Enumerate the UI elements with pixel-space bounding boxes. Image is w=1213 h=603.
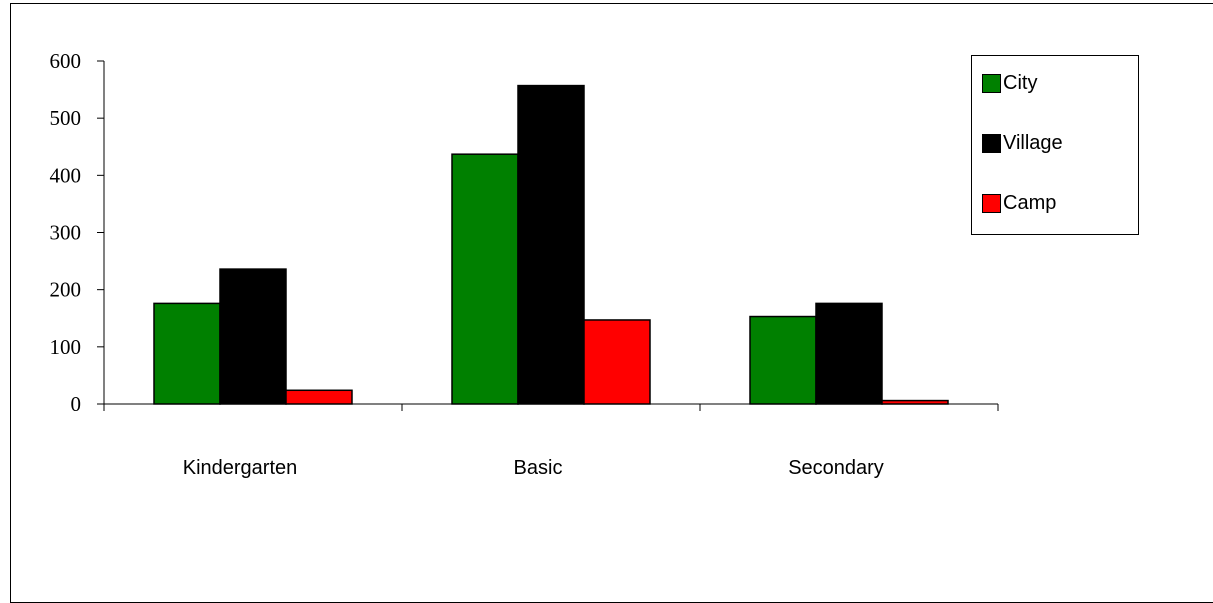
legend-item-camp: Camp	[982, 191, 1056, 215]
chart-bars	[153, 84, 949, 405]
bar-city-kindergarten	[153, 302, 221, 405]
y-tick-label: 200	[50, 278, 82, 302]
bar-chart: 0 100 200 300 400 500 600 Kindergarten Basic Sec…	[50, 49, 999, 479]
legend: City Village Camp	[971, 55, 1139, 235]
bar-camp-basic	[583, 319, 651, 405]
y-tick-label: 100	[50, 335, 82, 359]
bar-city-basic	[451, 153, 519, 405]
legend-swatch-camp	[982, 193, 1001, 213]
y-tick-label: 400	[50, 163, 82, 187]
y-tick-label: 600	[50, 49, 82, 73]
bar-village-kindergarten	[219, 268, 287, 405]
legend-label-camp: Camp	[1003, 191, 1057, 214]
legend-item-city: City	[982, 71, 1037, 95]
legend-label-village: Village	[1003, 131, 1063, 154]
bar-city-secondary	[749, 315, 817, 405]
bar-village-basic	[517, 84, 585, 405]
bar-village-secondary	[815, 302, 883, 405]
legend-swatch-village	[982, 133, 1001, 153]
legend-swatch-city	[982, 73, 1001, 93]
y-tick-label: 0	[71, 392, 82, 416]
x-axis-labels: Kindergarten Basic Secondary	[183, 457, 884, 479]
y-axis-ticks: 0 100 200 300 400 500 600	[50, 49, 104, 416]
bar-camp-kindergarten	[285, 389, 353, 405]
y-tick-label: 300	[50, 221, 82, 245]
legend-item-village: Village	[982, 131, 1063, 155]
x-category-label: Basic	[514, 457, 563, 479]
legend-label-city: City	[1003, 71, 1038, 94]
x-category-label: Secondary	[788, 457, 884, 479]
y-tick-label: 500	[50, 106, 82, 130]
x-category-label: Kindergarten	[183, 457, 298, 479]
bar-camp-secondary	[881, 399, 949, 405]
